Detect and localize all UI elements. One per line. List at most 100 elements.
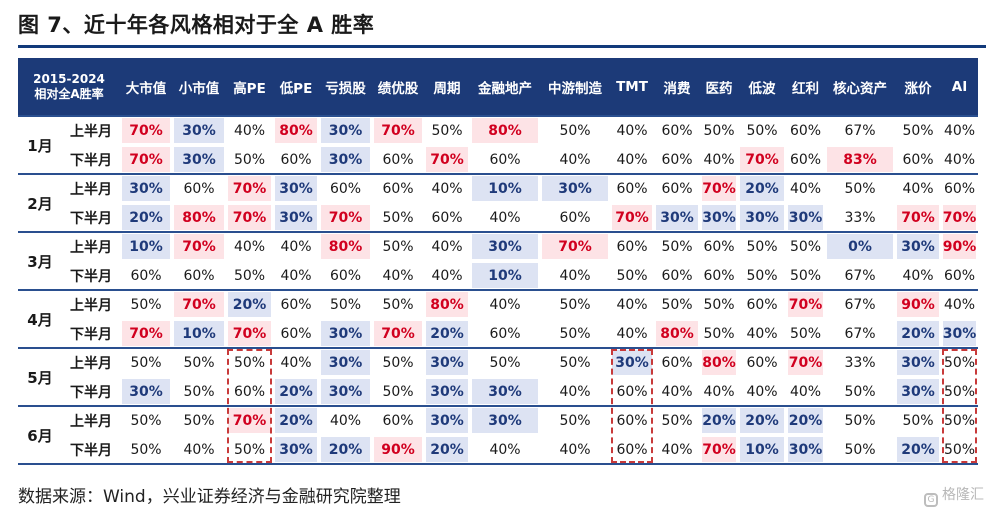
table-cell: 80% <box>426 292 468 317</box>
table-cell: 60% <box>382 412 414 429</box>
table-cell: 70% <box>702 176 736 201</box>
table-cell: 70% <box>321 205 370 230</box>
table-cell: 70% <box>174 234 224 259</box>
column-header: 高PE <box>233 81 266 97</box>
table-cell: 70% <box>174 292 224 317</box>
table-cell: 30% <box>426 350 468 375</box>
table-cell: 30% <box>542 176 608 201</box>
table-cell: 40% <box>703 383 735 400</box>
table-cell: 50% <box>844 412 876 429</box>
table-cell: 50% <box>844 441 876 458</box>
table-cell: 80% <box>702 350 736 375</box>
table-cell: 40% <box>943 151 976 168</box>
table-cell: 40% <box>616 296 648 313</box>
table-cell: 50% <box>661 296 693 313</box>
month-label: 6月 <box>27 426 53 445</box>
table-cell: 70% <box>702 437 736 462</box>
table-cell: 60% <box>746 296 778 313</box>
month-label: 4月 <box>27 310 53 329</box>
column-header: 消费 <box>663 81 691 97</box>
table-cell: 30% <box>943 321 976 346</box>
table-cell: 10% <box>122 234 170 259</box>
half-month-label: 下半月 <box>70 268 112 285</box>
table-cell: 50% <box>130 296 162 313</box>
table-cell: 30% <box>321 118 370 143</box>
column-header: 大市值 <box>125 81 167 97</box>
corner-label-line: 相对全A胜率 <box>34 87 104 101</box>
table-cell: 40% <box>943 122 976 139</box>
table-header-bg <box>18 58 978 116</box>
table-cell: 40% <box>431 238 463 255</box>
column-header: TMT <box>616 79 648 95</box>
table-cell: 60% <box>703 238 735 255</box>
month-separator <box>18 289 978 291</box>
month-label: 2月 <box>27 194 53 213</box>
table-cell: 50% <box>844 180 876 197</box>
table-cell: 30% <box>321 379 370 404</box>
table-cell: 60% <box>789 151 822 168</box>
table-cell: 50% <box>703 122 735 139</box>
table-cell: 50% <box>183 412 215 429</box>
table-cell: 50% <box>943 412 976 429</box>
table-cell: 33% <box>844 354 876 371</box>
table-cell: 30% <box>897 379 939 404</box>
table-cell: 50% <box>329 296 362 313</box>
table-cell: 90% <box>897 292 939 317</box>
column-header: 中游制造 <box>548 81 602 97</box>
table-cell: 40% <box>902 180 934 197</box>
table-cell: 40% <box>329 412 362 429</box>
table-cell: 60% <box>183 180 215 197</box>
table-cell: 83% <box>827 147 893 172</box>
table-cell: 30% <box>788 437 823 462</box>
table-cell: 60% <box>661 122 693 139</box>
dashed-highlight-box <box>227 349 272 463</box>
table-cell: 70% <box>228 408 271 433</box>
table-cell: 30% <box>321 147 370 172</box>
half-month-label: 下半月 <box>70 152 112 169</box>
table-cell: 60% <box>616 180 648 197</box>
half-month-label: 上半月 <box>70 181 112 198</box>
table-cell: 70% <box>374 118 422 143</box>
table-cell: 80% <box>472 118 538 143</box>
table-cell: 40% <box>559 441 591 458</box>
half-month-label: 上半月 <box>70 297 112 314</box>
table-cell: 30% <box>426 379 468 404</box>
table-cell: 50% <box>382 383 414 400</box>
column-header: 绩优股 <box>377 81 419 97</box>
table-cell: 40% <box>943 296 976 313</box>
table-cell: 60% <box>943 267 976 284</box>
column-header: 亏损股 <box>325 81 366 97</box>
table-cell: 60% <box>616 441 648 458</box>
table-cell: 90% <box>374 437 422 462</box>
table-cell: 70% <box>228 176 271 201</box>
half-month-label: 下半月 <box>70 326 112 343</box>
table-cell: 10% <box>472 176 538 201</box>
table-cell: 67% <box>844 122 876 139</box>
table-cell: 20% <box>897 321 939 346</box>
table-cell: 70% <box>374 321 422 346</box>
corner-label-line: 2015-2024 <box>33 72 105 86</box>
table-cell: 50% <box>746 267 778 284</box>
table-cell: 30% <box>656 205 698 230</box>
table-cell: 50% <box>943 354 976 371</box>
table-cell: 50% <box>661 238 693 255</box>
table-cell: 40% <box>616 325 648 342</box>
table-cell: 50% <box>183 383 215 400</box>
table-cell: 20% <box>897 437 939 462</box>
table-cell: 30% <box>472 379 538 404</box>
table-cell: 40% <box>382 267 414 284</box>
table-cell: 70% <box>612 205 652 230</box>
table-cell: 20% <box>426 321 468 346</box>
table-cell: 70% <box>788 350 823 375</box>
table-cell: 70% <box>122 321 170 346</box>
table-cell: 60% <box>616 238 648 255</box>
header-bottom-rule <box>18 115 978 117</box>
table-cell: 50% <box>382 238 414 255</box>
table-cell: 40% <box>431 267 463 284</box>
column-header: 周期 <box>433 81 461 97</box>
table-cell: 50% <box>183 354 215 371</box>
table-cell: 50% <box>233 267 266 284</box>
watermark-logo-icon: G <box>924 493 938 507</box>
table-cell: 40% <box>789 180 822 197</box>
table-cell: 50% <box>233 151 266 168</box>
